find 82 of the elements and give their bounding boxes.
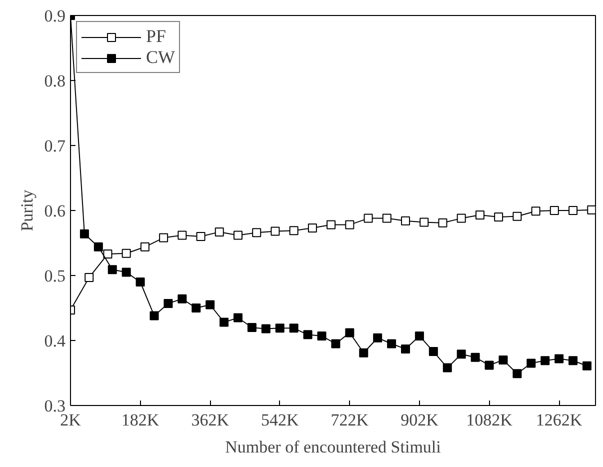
- x-tick-label: 722K: [330, 410, 370, 430]
- y-tick-label: 0.5: [44, 266, 66, 286]
- point: [373, 333, 382, 342]
- point: [275, 324, 284, 333]
- x-tick-label: 1082K: [466, 410, 514, 430]
- point: [178, 230, 187, 240]
- point: [526, 358, 536, 368]
- point: [401, 344, 410, 354]
- point: [582, 361, 592, 370]
- point: [568, 356, 578, 366]
- y-tick-label: 0.7: [44, 136, 66, 156]
- point: [475, 210, 484, 220]
- point: [270, 226, 280, 236]
- point: [150, 311, 159, 320]
- point: [252, 228, 262, 238]
- point: [220, 318, 229, 327]
- point: [414, 331, 424, 340]
- y-axis-title: Purity: [17, 189, 36, 232]
- x-tick-label: 362K: [191, 410, 230, 430]
- point: [568, 206, 578, 215]
- point: [122, 268, 131, 277]
- point: [428, 347, 438, 356]
- point: [140, 242, 150, 252]
- point: [317, 331, 326, 340]
- point: [178, 294, 187, 304]
- point: [345, 328, 354, 338]
- y-tick-label: 0.9: [44, 6, 66, 26]
- point: [196, 232, 206, 241]
- point: [550, 206, 559, 215]
- point: [484, 360, 494, 370]
- y-tick-label: 0.4: [44, 332, 66, 350]
- point: [512, 212, 522, 221]
- point: [512, 369, 522, 378]
- point: [261, 324, 270, 334]
- point: [382, 214, 392, 223]
- point: [498, 356, 508, 364]
- point: [540, 356, 550, 366]
- point: [136, 278, 145, 286]
- point: [364, 214, 373, 223]
- point: [438, 218, 448, 228]
- x-tick-label: 902K: [400, 410, 440, 430]
- point: [359, 348, 368, 358]
- point: [234, 313, 243, 322]
- x-tick-label: 542K: [260, 410, 300, 430]
- point: [192, 304, 201, 312]
- point: [247, 323, 256, 332]
- point: [303, 330, 312, 340]
- point: [108, 265, 117, 274]
- point: [345, 220, 354, 230]
- point: [456, 214, 466, 223]
- point: [326, 220, 336, 230]
- x-tick-label: 1262K: [536, 410, 583, 430]
- legend-label: PF: [146, 26, 166, 47]
- x-axis-title: Number of encountered Stimuli: [225, 438, 442, 456]
- y-tick-label: 0.8: [44, 72, 66, 90]
- point: [289, 226, 298, 236]
- y-tick-label: 0.6: [44, 202, 66, 220]
- x-tick-label: 182K: [121, 410, 160, 430]
- point: [470, 352, 480, 362]
- point: [587, 205, 596, 214]
- point: [494, 212, 504, 222]
- point: [164, 298, 173, 308]
- point: [159, 233, 168, 242]
- point: [103, 250, 112, 259]
- point: [387, 339, 396, 348]
- point: [442, 363, 452, 372]
- point: [214, 227, 224, 236]
- point: [531, 206, 540, 216]
- point: [456, 350, 466, 359]
- point: [234, 230, 243, 240]
- point: [206, 300, 215, 310]
- point: [289, 324, 298, 333]
- point: [122, 248, 131, 258]
- legend-label: CW: [146, 47, 175, 68]
- point: [401, 216, 410, 226]
- point: [331, 339, 340, 348]
- point: [94, 242, 103, 252]
- point: [308, 224, 317, 233]
- point: [554, 354, 564, 364]
- point: [84, 272, 94, 282]
- point: [80, 229, 89, 238]
- point: [420, 218, 429, 227]
